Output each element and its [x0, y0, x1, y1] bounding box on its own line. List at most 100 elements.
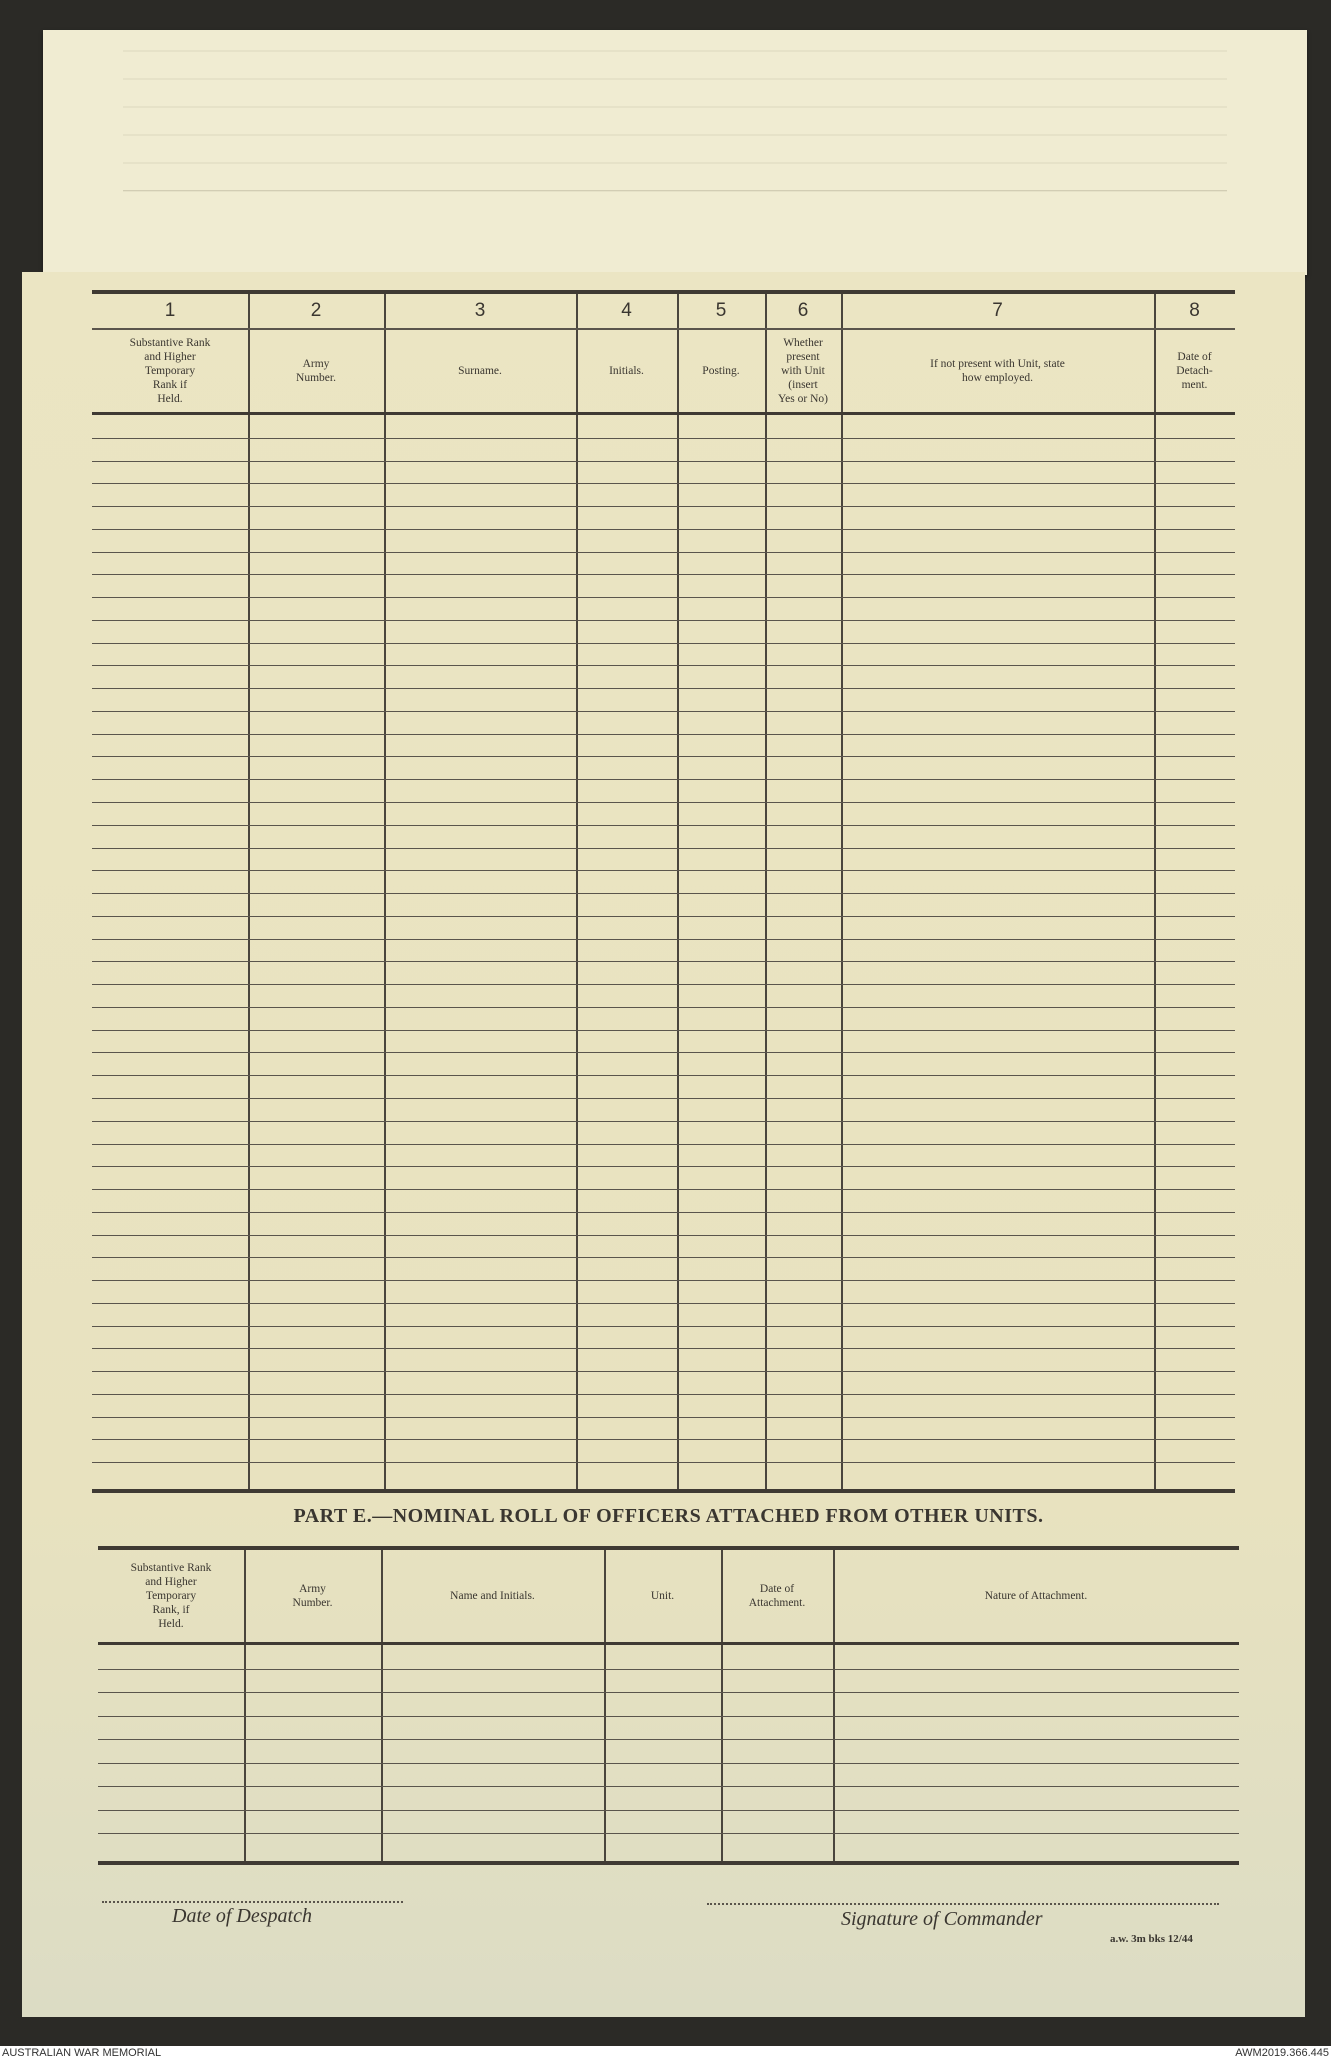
table-row-line	[92, 460, 1235, 462]
table-row-line	[92, 1371, 1235, 1373]
table-row-line	[98, 1809, 1239, 1811]
table-row-line	[92, 528, 1235, 530]
table-row-line	[92, 437, 1235, 439]
footer-accession-number: AWM2019.366.445	[1235, 2047, 1329, 2059]
table-row-line	[92, 1097, 1235, 1099]
column-divider	[677, 294, 679, 1489]
table-row-line	[92, 1075, 1235, 1077]
column-divider	[381, 1550, 383, 1861]
table-row-line	[92, 1325, 1235, 1327]
table-row-line	[92, 1280, 1235, 1282]
column-header: Posting.	[702, 365, 740, 377]
table-row-line	[92, 984, 1235, 986]
table-row-line	[92, 1029, 1235, 1031]
column-divider	[576, 294, 578, 1489]
column-number: 8	[1189, 300, 1200, 321]
table-row-line	[92, 1189, 1235, 1191]
form-page	[22, 272, 1305, 2017]
footer: AUSTRALIAN WAR MEMORIAL AWM2019.366.445	[0, 2046, 1331, 2061]
column-divider	[841, 294, 843, 1489]
table-row-line	[92, 1348, 1235, 1350]
column-number: 6	[797, 300, 809, 321]
column-divider	[765, 294, 767, 1489]
bleed-through-rule	[123, 190, 1227, 191]
table-row-line	[92, 506, 1235, 508]
bleed-through-line	[123, 106, 1227, 108]
bleed-through-line	[123, 190, 1227, 192]
attached-officers-table: Substantive Rank and Higher Temporary Ra…	[98, 1546, 1239, 1865]
table-row-line	[98, 1833, 1239, 1835]
table-row-line	[92, 1439, 1235, 1441]
table-row-line	[92, 961, 1235, 963]
column-divider	[248, 294, 250, 1489]
signature-of-commander-label: Signature of Commander	[841, 1908, 1043, 1930]
table-row-line	[98, 1786, 1239, 1788]
column-divider	[1154, 294, 1156, 1489]
table-row-line	[98, 1668, 1239, 1670]
column-header: If not present with Unit, state how empl…	[930, 358, 1065, 384]
table-row-line	[92, 1166, 1235, 1168]
header-divider	[98, 1642, 1239, 1645]
column-header: Substantive Rank and Higher Temporary Ra…	[130, 1562, 212, 1630]
column-header: Initials.	[609, 365, 644, 377]
column-number: 7	[992, 300, 1003, 321]
table-row-line	[92, 1302, 1235, 1304]
part-e-title: PART E.—NOMINAL ROLL OF OFFICERS ATTACHE…	[293, 1505, 1044, 1527]
table-row-line	[98, 1739, 1239, 1741]
column-divider	[604, 1550, 606, 1861]
table-row-line	[92, 847, 1235, 849]
table-row-line	[92, 574, 1235, 576]
table-row-line	[92, 802, 1235, 804]
table-row-line	[92, 483, 1235, 485]
table-row-line	[92, 1257, 1235, 1259]
folded-flap	[43, 30, 1307, 275]
form-code: a.w. 3m bks 12/44	[1110, 1933, 1193, 1945]
header-divider	[92, 412, 1235, 415]
nominal-roll-table: 1 Substantive Rank and Higher Temporary R…	[92, 290, 1235, 1493]
footer-credit: AUSTRALIAN WAR MEMORIAL	[2, 2047, 162, 2059]
column-header: Date of Attachment.	[748, 1583, 806, 1609]
column-number: 3	[474, 300, 486, 321]
bleed-through-line	[123, 50, 1227, 52]
column-header: Army Number.	[296, 358, 336, 384]
table-row-line	[92, 1211, 1235, 1213]
table-row-line	[98, 1692, 1239, 1694]
table-row-line	[92, 710, 1235, 712]
column-header: Army Number.	[292, 1583, 333, 1609]
table-row-line	[92, 824, 1235, 826]
column-divider	[833, 1550, 835, 1861]
number-row-divider	[92, 328, 1235, 330]
table-row-line	[92, 1052, 1235, 1054]
table-row-line	[92, 688, 1235, 690]
column-number: 1	[164, 300, 176, 321]
table-row-line	[92, 597, 1235, 599]
table-row-line	[92, 938, 1235, 940]
table-row-line	[92, 1234, 1235, 1236]
table-row-line	[92, 733, 1235, 735]
date-of-despatch-label: Date of Despatch	[172, 1905, 312, 1927]
signature-line[interactable]	[707, 1903, 1219, 1905]
bleed-through-line	[123, 134, 1227, 136]
table-row-line	[92, 756, 1235, 758]
column-header: Date of Detach- ment.	[1176, 351, 1213, 391]
table-row-line	[92, 1006, 1235, 1008]
column-header: Unit.	[650, 1590, 675, 1602]
date-of-despatch-line[interactable]	[102, 1901, 403, 1903]
column-divider	[384, 294, 386, 1489]
column-header: Substantive Rank and Higher Temporary Ra…	[129, 337, 211, 405]
table-row-line	[92, 870, 1235, 872]
table-row-line	[92, 619, 1235, 621]
column-divider	[244, 1550, 246, 1861]
column-divider	[721, 1550, 723, 1861]
table-row-line	[98, 1762, 1239, 1764]
bleed-through-line	[123, 78, 1227, 80]
table-row-line	[98, 1715, 1239, 1717]
table-row-line	[92, 1393, 1235, 1395]
table-row-line	[92, 665, 1235, 667]
table-row-line	[92, 1143, 1235, 1145]
table-row-line	[92, 779, 1235, 781]
column-header: Surname.	[458, 365, 502, 377]
table-row-line	[92, 1462, 1235, 1464]
table-row-line	[92, 551, 1235, 553]
column-number: 2	[310, 300, 322, 321]
